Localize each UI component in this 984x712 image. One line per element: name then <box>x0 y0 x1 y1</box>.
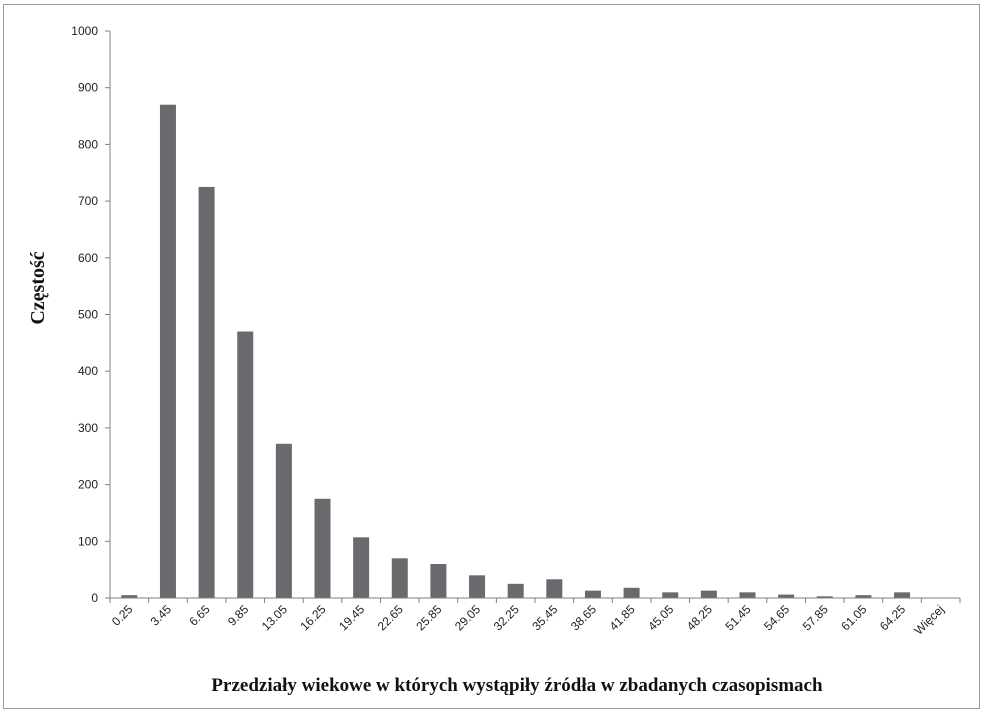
bar <box>121 595 138 598</box>
bar <box>237 331 254 598</box>
bar <box>391 558 408 598</box>
y-axis-label: Częstość <box>27 251 49 324</box>
x-tick-label: 13.05 <box>259 602 290 633</box>
x-tick-label: 19.45 <box>336 602 367 633</box>
y-axis-ticks: 0 100 200 300 400 500 600 700 800 900 1000 <box>71 24 110 605</box>
x-tick-label: 45.05 <box>645 602 676 633</box>
bar <box>546 579 563 598</box>
y-tick-label: 600 <box>78 251 98 265</box>
x-axis-label: Przedziały wiekowe w których wystąpiły ź… <box>211 675 823 696</box>
bar <box>159 104 176 599</box>
y-tick-label: 300 <box>78 421 98 435</box>
x-tick-label: 41.85 <box>607 602 638 633</box>
bar <box>430 563 447 598</box>
x-tick-label: 6.65 <box>186 602 213 629</box>
x-tick-label: 57.85 <box>800 602 831 633</box>
x-tick-label: 64.25 <box>877 602 908 633</box>
bar <box>662 592 679 598</box>
x-tick-label: 54.65 <box>761 602 792 633</box>
x-tick-label: 38.65 <box>568 602 599 633</box>
x-tick-label: Więcej <box>911 602 946 637</box>
x-tick-label: 3.45 <box>148 602 175 629</box>
x-tick-label: 0.25 <box>109 602 136 629</box>
bar <box>700 590 717 598</box>
bar <box>739 592 756 598</box>
bar <box>584 590 601 598</box>
x-tick-label: 51.45 <box>722 602 753 633</box>
x-tick-label: 22.65 <box>375 602 406 633</box>
bar <box>507 583 524 598</box>
bar <box>855 595 872 598</box>
x-tick-label: 16.25 <box>297 602 328 633</box>
y-tick-label: 1000 <box>71 24 98 38</box>
y-tick-label: 800 <box>78 137 98 151</box>
x-axis-ticks: 0.25 3.45 6.65 9.85 13.05 16.25 19.45 22.65 25.8… <box>109 598 961 638</box>
x-tick-label: 48.25 <box>684 602 715 633</box>
x-tick-label: 32.25 <box>491 602 522 633</box>
bar <box>778 594 795 598</box>
bars <box>121 104 911 599</box>
bar <box>469 575 486 598</box>
bar <box>623 587 640 598</box>
y-tick-label: 900 <box>78 81 98 95</box>
x-tick-label: 35.45 <box>529 602 560 633</box>
y-tick-label: 400 <box>78 364 98 378</box>
x-tick-label: 9.85 <box>225 602 252 629</box>
bar <box>353 537 370 598</box>
x-tick-label: 29.05 <box>452 602 483 633</box>
bar <box>816 596 833 598</box>
y-tick-label: 500 <box>78 308 98 322</box>
bar <box>314 498 331 598</box>
bar <box>894 592 911 598</box>
y-tick-label: 100 <box>78 534 98 548</box>
x-tick-label: 25.85 <box>413 602 444 633</box>
y-tick-label: 0 <box>91 591 98 605</box>
y-tick-label: 700 <box>78 194 98 208</box>
bar <box>198 186 215 599</box>
y-tick-label: 200 <box>78 478 98 492</box>
x-tick-label: 61.05 <box>838 602 869 633</box>
bar <box>275 443 292 598</box>
